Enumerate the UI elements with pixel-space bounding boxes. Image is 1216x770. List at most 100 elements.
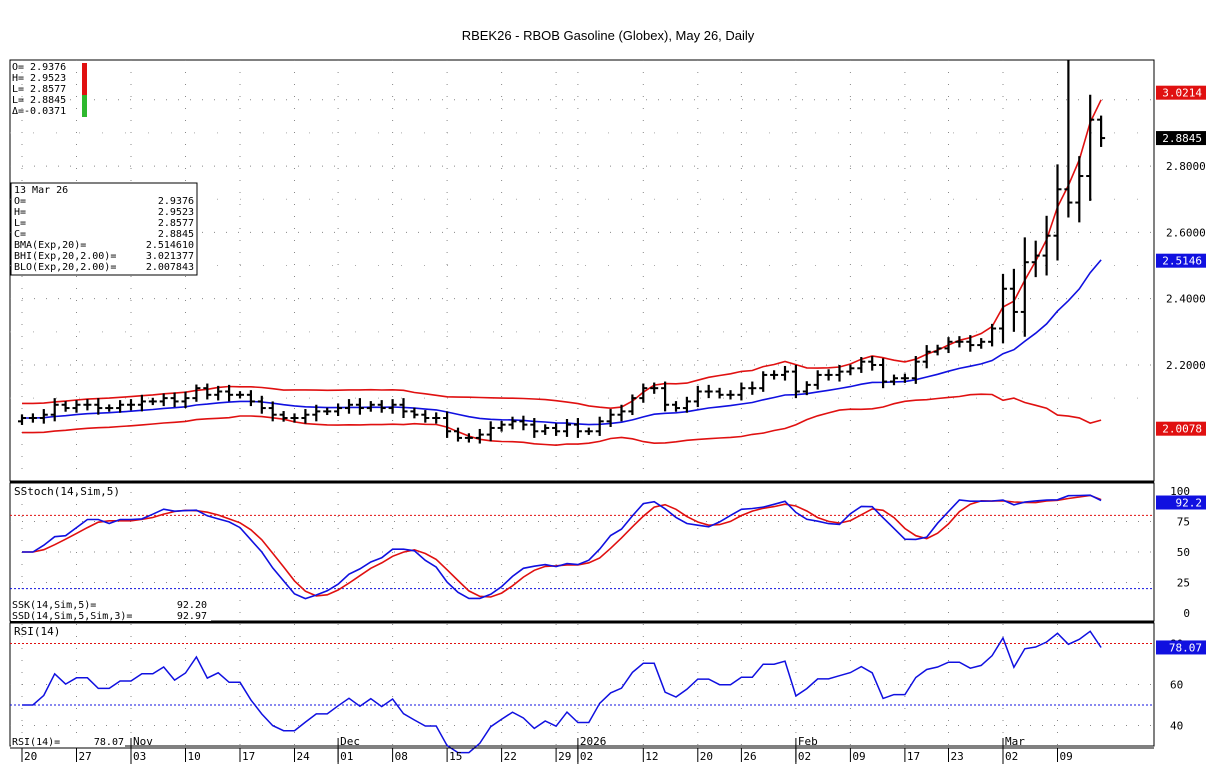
ohlc-bar [50,398,59,422]
ohlc-bar [225,384,234,402]
ohlc-bar [791,364,800,399]
price-tick-label: 2.2000 [1166,359,1206,372]
value-tag: 92.2 [1156,495,1206,510]
ohlc-bar [890,374,898,386]
day-label: 08 [395,750,408,763]
ohlc-bar [541,424,550,435]
ohlc-bar [704,384,713,399]
rsi-label: RSI(14) [14,625,60,638]
ohlc-bar [802,381,811,396]
info-box-value: 3.021377 [146,251,194,262]
ohlc-bar [933,344,942,356]
day-label: 17 [907,750,920,763]
ohlc-bar [116,400,125,413]
ohlc-bar [486,421,495,442]
day-label: 20 [24,750,37,763]
ohlc-bar [475,428,484,444]
day-label: 20 [700,750,713,763]
ohlc-bar [508,416,517,430]
value-tag: 78.07 [1156,640,1206,655]
ohlc-bar [170,392,179,408]
rsi-readout-value: 78.07 [94,737,124,748]
info-box-label: O= [14,196,26,207]
day-label: 15 [449,750,462,763]
month-label: Dec [340,735,360,748]
ohlc-header-line: L= 2.8577 [12,84,66,95]
day-label: 29 [558,750,571,763]
day-label: 24 [297,750,311,763]
stoch-k-line [22,494,1102,600]
ohlc-bar [617,404,626,422]
ohlc-header-line: Δ=-0.0371 [12,106,66,117]
ohlc-bar [1053,164,1062,261]
stoch-label: SStoch(14,Sim,5) [14,485,120,498]
ohlc-bar [1042,215,1051,276]
ohlc-bar [83,399,92,411]
ohlc-bar [454,427,462,442]
value-tag-bg [1156,131,1206,146]
ohlc-bar [781,365,789,381]
ohlc-bar [726,390,735,400]
stochastic-panel: SStoch(14,Sim,5) [10,485,1154,600]
ohlc-bar [770,370,779,380]
ohlc-bar [268,401,277,422]
ohlc-bar [661,381,670,412]
rsi-line [22,630,1102,754]
ohlc-bar [1097,115,1106,147]
ohlc-bar [236,391,244,399]
info-box-label: 13 Mar 26 [14,185,68,196]
ohlc-bar [682,396,691,413]
month-label: Feb [798,735,818,748]
ohlc-bar [552,423,561,436]
ohlc-bar [1020,237,1029,337]
ohlc-bar [900,373,909,383]
ohlc-bar [137,394,146,412]
day-label: 10 [188,750,201,763]
ohlc-bar [650,382,659,394]
day-label: 12 [645,750,658,763]
ohlc-bar [530,418,539,438]
ohlc-bar [944,337,953,354]
band-mid-line [22,259,1102,426]
ohlc-bar [181,391,190,409]
ohlc-bar [846,364,855,376]
value-tags: 3.0214 2.8845 2.5146 2.0078 92.2 78.07 [1156,85,1206,655]
ohlc-bar [759,371,768,392]
ohlc-bar [388,399,397,414]
ohlc-bar [366,401,375,412]
ohlc-bar [606,409,615,427]
ohlc-header-line: H= 2.9523 [12,73,66,84]
month-label: Nov [133,735,153,748]
ohlc-bar [443,411,452,438]
band-lower-line [22,393,1102,447]
stoch-readout-label: SSD(14,Sim,5,Sim,3)= [12,611,132,622]
ohlc-bar [257,395,266,414]
ohlc-bar [835,364,844,382]
axis-labels: 2.8000 2.6000 2.4000 2.2000 100 75 50 25 08 0 60 40… [10,160,1206,764]
day-label: 02 [798,750,811,763]
ohlc-bar [824,369,833,381]
value-tag-bg [1156,640,1206,655]
ohlc-bar [214,385,223,401]
stoch-tick-label: 50 [1177,546,1190,559]
ohlc-bar [672,401,680,412]
stoch-tick-label: 75 [1177,516,1190,529]
ohlc-bar [312,404,321,422]
value-tag-text: 78.07 [1169,641,1202,654]
stoch-tick-label: 0 [1183,607,1190,620]
ohlc-bar [61,401,70,412]
ohlc-bar [410,407,419,419]
info-box-value: 2.9523 [158,207,194,218]
ohlc-bar [279,411,288,422]
ohlc-bar [432,412,441,424]
ohlc-bar [148,397,157,406]
day-label: 23 [951,750,964,763]
ohlc-bar [715,387,724,399]
ohlc-header-line: L= 2.8845 [12,95,66,106]
value-tag-text: 2.5146 [1162,255,1202,268]
rsi-tick-label: 40 [1170,720,1183,733]
ohlc-range-bar-green [82,95,87,117]
ohlc-bar [857,357,866,373]
value-tag-bg [1156,495,1206,510]
